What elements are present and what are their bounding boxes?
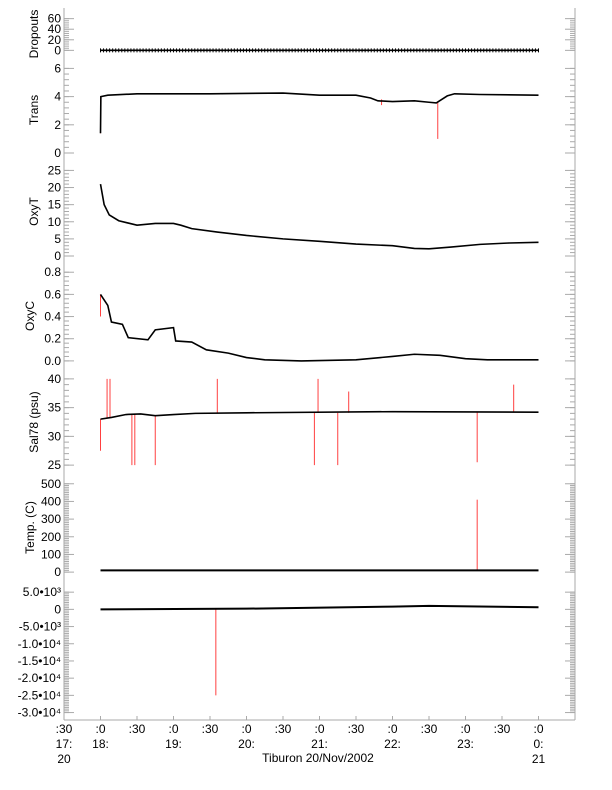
- y-tick-label: 0.2: [44, 332, 61, 346]
- x-tick-label: :30: [421, 722, 438, 736]
- y-tick-label: 5: [54, 232, 61, 246]
- x-tick-label: :30: [275, 722, 292, 736]
- y-axis-label: OxyC: [23, 301, 37, 331]
- x-tick-label: :0: [533, 722, 543, 736]
- x-tick-label: :30: [56, 722, 73, 736]
- y-tick-label: 6: [54, 61, 61, 75]
- y-tick-label: 100: [41, 547, 61, 561]
- y-tick-label: -2.0•10⁴: [18, 671, 61, 685]
- y-tick-label: -3.0•10⁴: [18, 706, 61, 720]
- y-tick-label: 0: [54, 146, 61, 160]
- x-tick-label: 20: [57, 752, 71, 766]
- y-tick-label: 4: [54, 90, 61, 104]
- x-tick-label: 20:: [238, 737, 255, 751]
- x-tick-label: 23:: [457, 737, 474, 751]
- y-tick-label: 2: [54, 118, 61, 132]
- x-tick-label: :0: [95, 722, 105, 736]
- y-tick-label: 300: [41, 512, 61, 526]
- x-tick-label: :0: [387, 722, 397, 736]
- x-tick-label: :0: [314, 722, 324, 736]
- y-tick-label: 60: [48, 12, 62, 26]
- y-tick-label: 0: [54, 565, 61, 579]
- y-tick-label: -1.0•10⁴: [18, 637, 61, 651]
- y-tick-label: -2.5•10⁴: [18, 688, 61, 702]
- y-tick-label: 10: [48, 215, 62, 229]
- series-line: [99, 293, 539, 362]
- x-tick-label: :0: [241, 722, 251, 736]
- y-tick-label: 30: [48, 429, 62, 443]
- y-axis-label: Trans: [27, 95, 41, 125]
- panel-bottom: 5.0•10³ 0 -5.0•10³ -1.0•10⁴ -1.5•10⁴ -2.0•10⁴…: [18, 580, 576, 720]
- y-axis-label: OxyT: [27, 197, 41, 226]
- y-axis-label: Temp. (C): [23, 501, 37, 554]
- x-axis-label: Tiburon 20/Nov/2002: [262, 751, 374, 765]
- x-tick-label: 17:: [56, 737, 73, 751]
- x-tick-label: 21:: [311, 737, 328, 751]
- y-tick-label: 40: [48, 372, 62, 386]
- x-tick-label: :0: [460, 722, 470, 736]
- panel-sal78-psu-: 25 30 35 40 Sal78 (psu): [27, 369, 576, 475]
- y-tick-label: 200: [41, 530, 61, 544]
- y-tick-label: 40: [48, 22, 62, 36]
- series-line: [100, 604, 539, 611]
- y-tick-label: 15: [48, 198, 62, 212]
- y-tick-label: 0: [54, 249, 61, 263]
- panel-oxyc: 0.0 0.2 0.4 0.6 0.8 OxyC: [23, 263, 576, 369]
- y-tick-label: 0: [54, 43, 61, 57]
- y-tick-label: 25: [48, 458, 62, 472]
- panel-temp-c-: 0 100 200 300 400 500 Temp. (C): [23, 475, 576, 580]
- series-line: [99, 92, 539, 134]
- y-tick-label: 35: [48, 401, 62, 415]
- y-tick-label: 25: [48, 163, 62, 177]
- series-line: [100, 410, 539, 420]
- y-tick-label: 0.8: [44, 265, 61, 279]
- y-tick-label: -1.5•10⁴: [18, 654, 61, 668]
- y-tick-label: 0.6: [44, 287, 61, 301]
- x-tick-label: 18:: [92, 737, 109, 751]
- y-axis-label: Dropouts: [27, 10, 41, 59]
- y-axis-label: Sal78 (psu): [27, 391, 41, 452]
- series-line: [99, 183, 539, 250]
- x-tick-label: :30: [348, 722, 365, 736]
- y-tick-label: 20: [48, 181, 62, 195]
- y-tick-label: 20: [48, 33, 62, 47]
- y-tick-label: 500: [41, 477, 61, 491]
- x-tick-label: 0:: [533, 737, 543, 751]
- y-tick-label: 0.4: [44, 310, 61, 324]
- x-tick-label: 19:: [165, 737, 182, 751]
- panel-oxyt: 0 5 10 15 20 25 OxyT: [27, 160, 576, 263]
- x-tick-label: 21: [532, 752, 546, 766]
- y-tick-label: 400: [41, 494, 61, 508]
- x-tick-label: :30: [129, 722, 146, 736]
- x-tick-label: :0: [168, 722, 178, 736]
- y-tick-label: 0.0: [44, 354, 61, 368]
- x-tick-label: 22:: [384, 737, 401, 751]
- x-tick-label: :30: [202, 722, 219, 736]
- y-tick-label: 0: [54, 602, 61, 616]
- panel-trans: 0 2 4 6 Trans: [27, 60, 576, 160]
- y-tick-label: -5.0•10³: [19, 620, 61, 634]
- y-tick-label: 5.0•10³: [23, 585, 61, 599]
- x-tick-label: :30: [494, 722, 511, 736]
